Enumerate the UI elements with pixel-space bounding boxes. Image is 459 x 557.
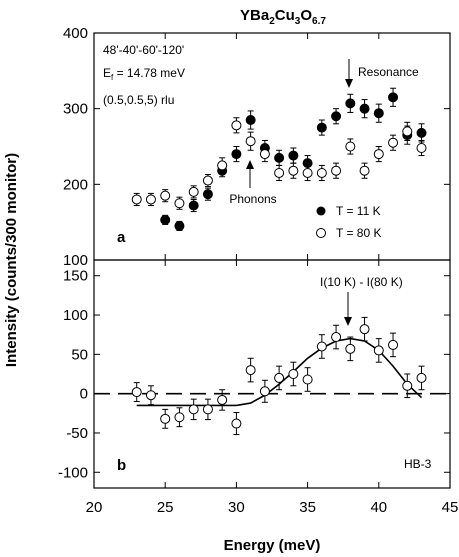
legend-label-80k: T = 80 K — [336, 226, 381, 240]
data-point-11k — [231, 149, 242, 160]
data-point-11k — [202, 189, 213, 200]
data-point-difference — [302, 374, 313, 385]
data-point-difference — [373, 345, 384, 356]
y-tick-label: 100 — [63, 252, 88, 269]
data-point-80k — [345, 141, 356, 152]
data-point-80k — [160, 190, 171, 201]
data-point-difference — [288, 369, 299, 379]
chart-title: YBa2Cu3O6.7 — [240, 7, 326, 27]
data-point-11k — [316, 122, 327, 133]
data-point-difference — [331, 332, 342, 343]
data-point-11k — [174, 220, 185, 231]
data-point-11k — [345, 98, 356, 109]
data-point-80k — [288, 165, 299, 176]
data-point-difference — [259, 386, 270, 397]
legend-label-11k: T = 11 K — [336, 204, 381, 218]
data-point-11k — [188, 200, 199, 211]
annotation-q: (0.5,0.5,5) rlu — [103, 93, 174, 107]
data-point-80k — [174, 198, 185, 209]
data-point-difference — [316, 341, 327, 352]
data-point-11k — [359, 103, 370, 114]
data-point-difference — [402, 380, 413, 391]
data-point-difference — [217, 394, 228, 405]
data-point-difference — [202, 404, 213, 415]
data-point-difference — [160, 413, 171, 424]
x-tick-label: 45 — [442, 499, 459, 516]
data-point-difference — [245, 365, 256, 376]
data-point-80k — [359, 165, 370, 176]
annotation-ef: Ef = 14.78 meV — [103, 66, 185, 82]
annotation-resonance: Resonance — [358, 65, 419, 79]
data-point-11k — [416, 127, 427, 138]
data-point-11k — [160, 214, 171, 225]
y-tick-label: 50 — [71, 346, 88, 363]
data-point-80k — [302, 167, 313, 178]
panel-label-a: a — [117, 229, 126, 246]
data-point-difference — [274, 372, 285, 383]
data-point-80k — [416, 143, 427, 154]
data-point-80k — [231, 120, 242, 131]
resonance-arrow — [345, 59, 353, 88]
y-tick-label: 400 — [63, 25, 88, 42]
data-point-difference — [345, 343, 356, 354]
x-tick-label: 30 — [228, 499, 245, 516]
data-point-80k — [259, 149, 270, 160]
legend-marker-80k — [316, 228, 326, 238]
x-axis-label: Energy (meV) — [224, 537, 321, 554]
data-point-80k — [373, 149, 384, 160]
data-point-80k — [217, 160, 228, 171]
panel-label-b: b — [117, 457, 126, 474]
phonons-arrow — [246, 160, 254, 188]
annotation-instrument: HB-3 — [404, 457, 432, 471]
y-tick-label: 300 — [63, 101, 88, 118]
data-point-11k — [331, 111, 342, 122]
data-point-80k — [402, 126, 413, 137]
x-tick-label: 20 — [86, 499, 103, 516]
data-point-11k — [388, 92, 399, 103]
data-point-80k — [274, 167, 285, 178]
y-tick-label: 150 — [63, 268, 88, 285]
data-point-80k — [131, 194, 142, 205]
data-point-11k — [288, 150, 299, 161]
y-tick-label: -100 — [58, 464, 88, 481]
data-point-80k — [331, 165, 342, 176]
data-point-difference — [188, 404, 199, 415]
data-point-difference — [359, 324, 370, 335]
data-point-80k — [316, 167, 327, 178]
y-tick-label: -50 — [66, 425, 88, 442]
difference-arrow — [344, 292, 352, 326]
data-point-80k — [245, 136, 256, 147]
plot-frame-b — [93, 259, 451, 489]
data-point-11k — [245, 115, 256, 126]
y-axis-label: Intensity (counts/300 monitor) — [3, 153, 20, 367]
data-point-80k — [388, 137, 399, 148]
data-point-80k — [145, 194, 156, 205]
y-tick-label: 0 — [80, 386, 88, 403]
legend: T = 11 K T = 80 K — [316, 204, 381, 240]
data-point-difference — [231, 418, 242, 429]
x-tick-label: 35 — [299, 499, 316, 516]
data-point-difference — [145, 390, 156, 401]
x-tick-label: 25 — [157, 499, 174, 516]
annotation-phonons: Phonons — [229, 192, 276, 206]
data-point-difference — [174, 412, 185, 423]
y-tick-label: 100 — [63, 307, 88, 324]
data-point-11k — [274, 152, 285, 163]
annotation-difference: I(10 K) - I(80 K) — [320, 275, 403, 289]
data-point-difference — [131, 387, 142, 398]
data-point-80k — [188, 186, 199, 197]
annotation-collimation: 48'-40'-60'-120' — [103, 43, 184, 57]
x-tick-label: 40 — [370, 499, 387, 516]
data-point-difference — [416, 372, 427, 383]
data-point-80k — [202, 175, 213, 186]
data-point-difference — [388, 339, 399, 350]
y-tick-label: 200 — [63, 176, 88, 193]
legend-marker-11k — [316, 206, 326, 216]
data-point-11k — [373, 108, 384, 119]
